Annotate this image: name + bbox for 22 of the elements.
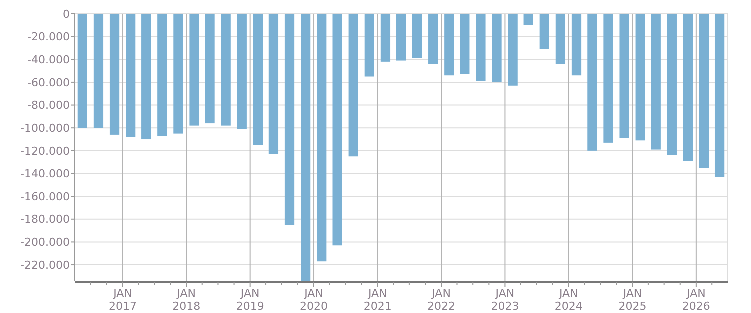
y-tick-label: -80.000 xyxy=(28,99,70,112)
x-tick-label: JAN 2020 xyxy=(300,287,328,313)
y-tick-label: -40.000 xyxy=(28,53,70,66)
y-tick-label: -20.000 xyxy=(28,30,70,44)
y-tick-label: -140.000 xyxy=(20,168,70,181)
y-tick-label: -100.000 xyxy=(20,122,70,135)
x-tick-label: JAN 2026 xyxy=(682,287,710,313)
x-tick-label: JAN 2023 xyxy=(491,287,520,313)
x-tick-label: JAN 2019 xyxy=(236,287,264,313)
y-tick-label: -160.000 xyxy=(20,190,70,204)
y-tick-label: 0 xyxy=(63,8,70,21)
y-tick-label: -180.000 xyxy=(20,213,70,226)
y-tick-label: -120.000 xyxy=(20,144,70,158)
x-tick-label: JAN 2025 xyxy=(618,287,647,313)
x-tick-label: JAN 2024 xyxy=(554,287,583,313)
x-tick-label: JAN 2017 xyxy=(108,287,137,313)
x-tick-label: JAN 2018 xyxy=(172,287,201,313)
y-tick-label: -220.000 xyxy=(20,258,70,272)
x-tick-label: JAN 2022 xyxy=(428,287,456,313)
y-tick-label: -200.000 xyxy=(20,236,70,250)
y-tick-label: -60.000 xyxy=(28,76,70,90)
x-tick-label: JAN 2021 xyxy=(364,287,392,313)
